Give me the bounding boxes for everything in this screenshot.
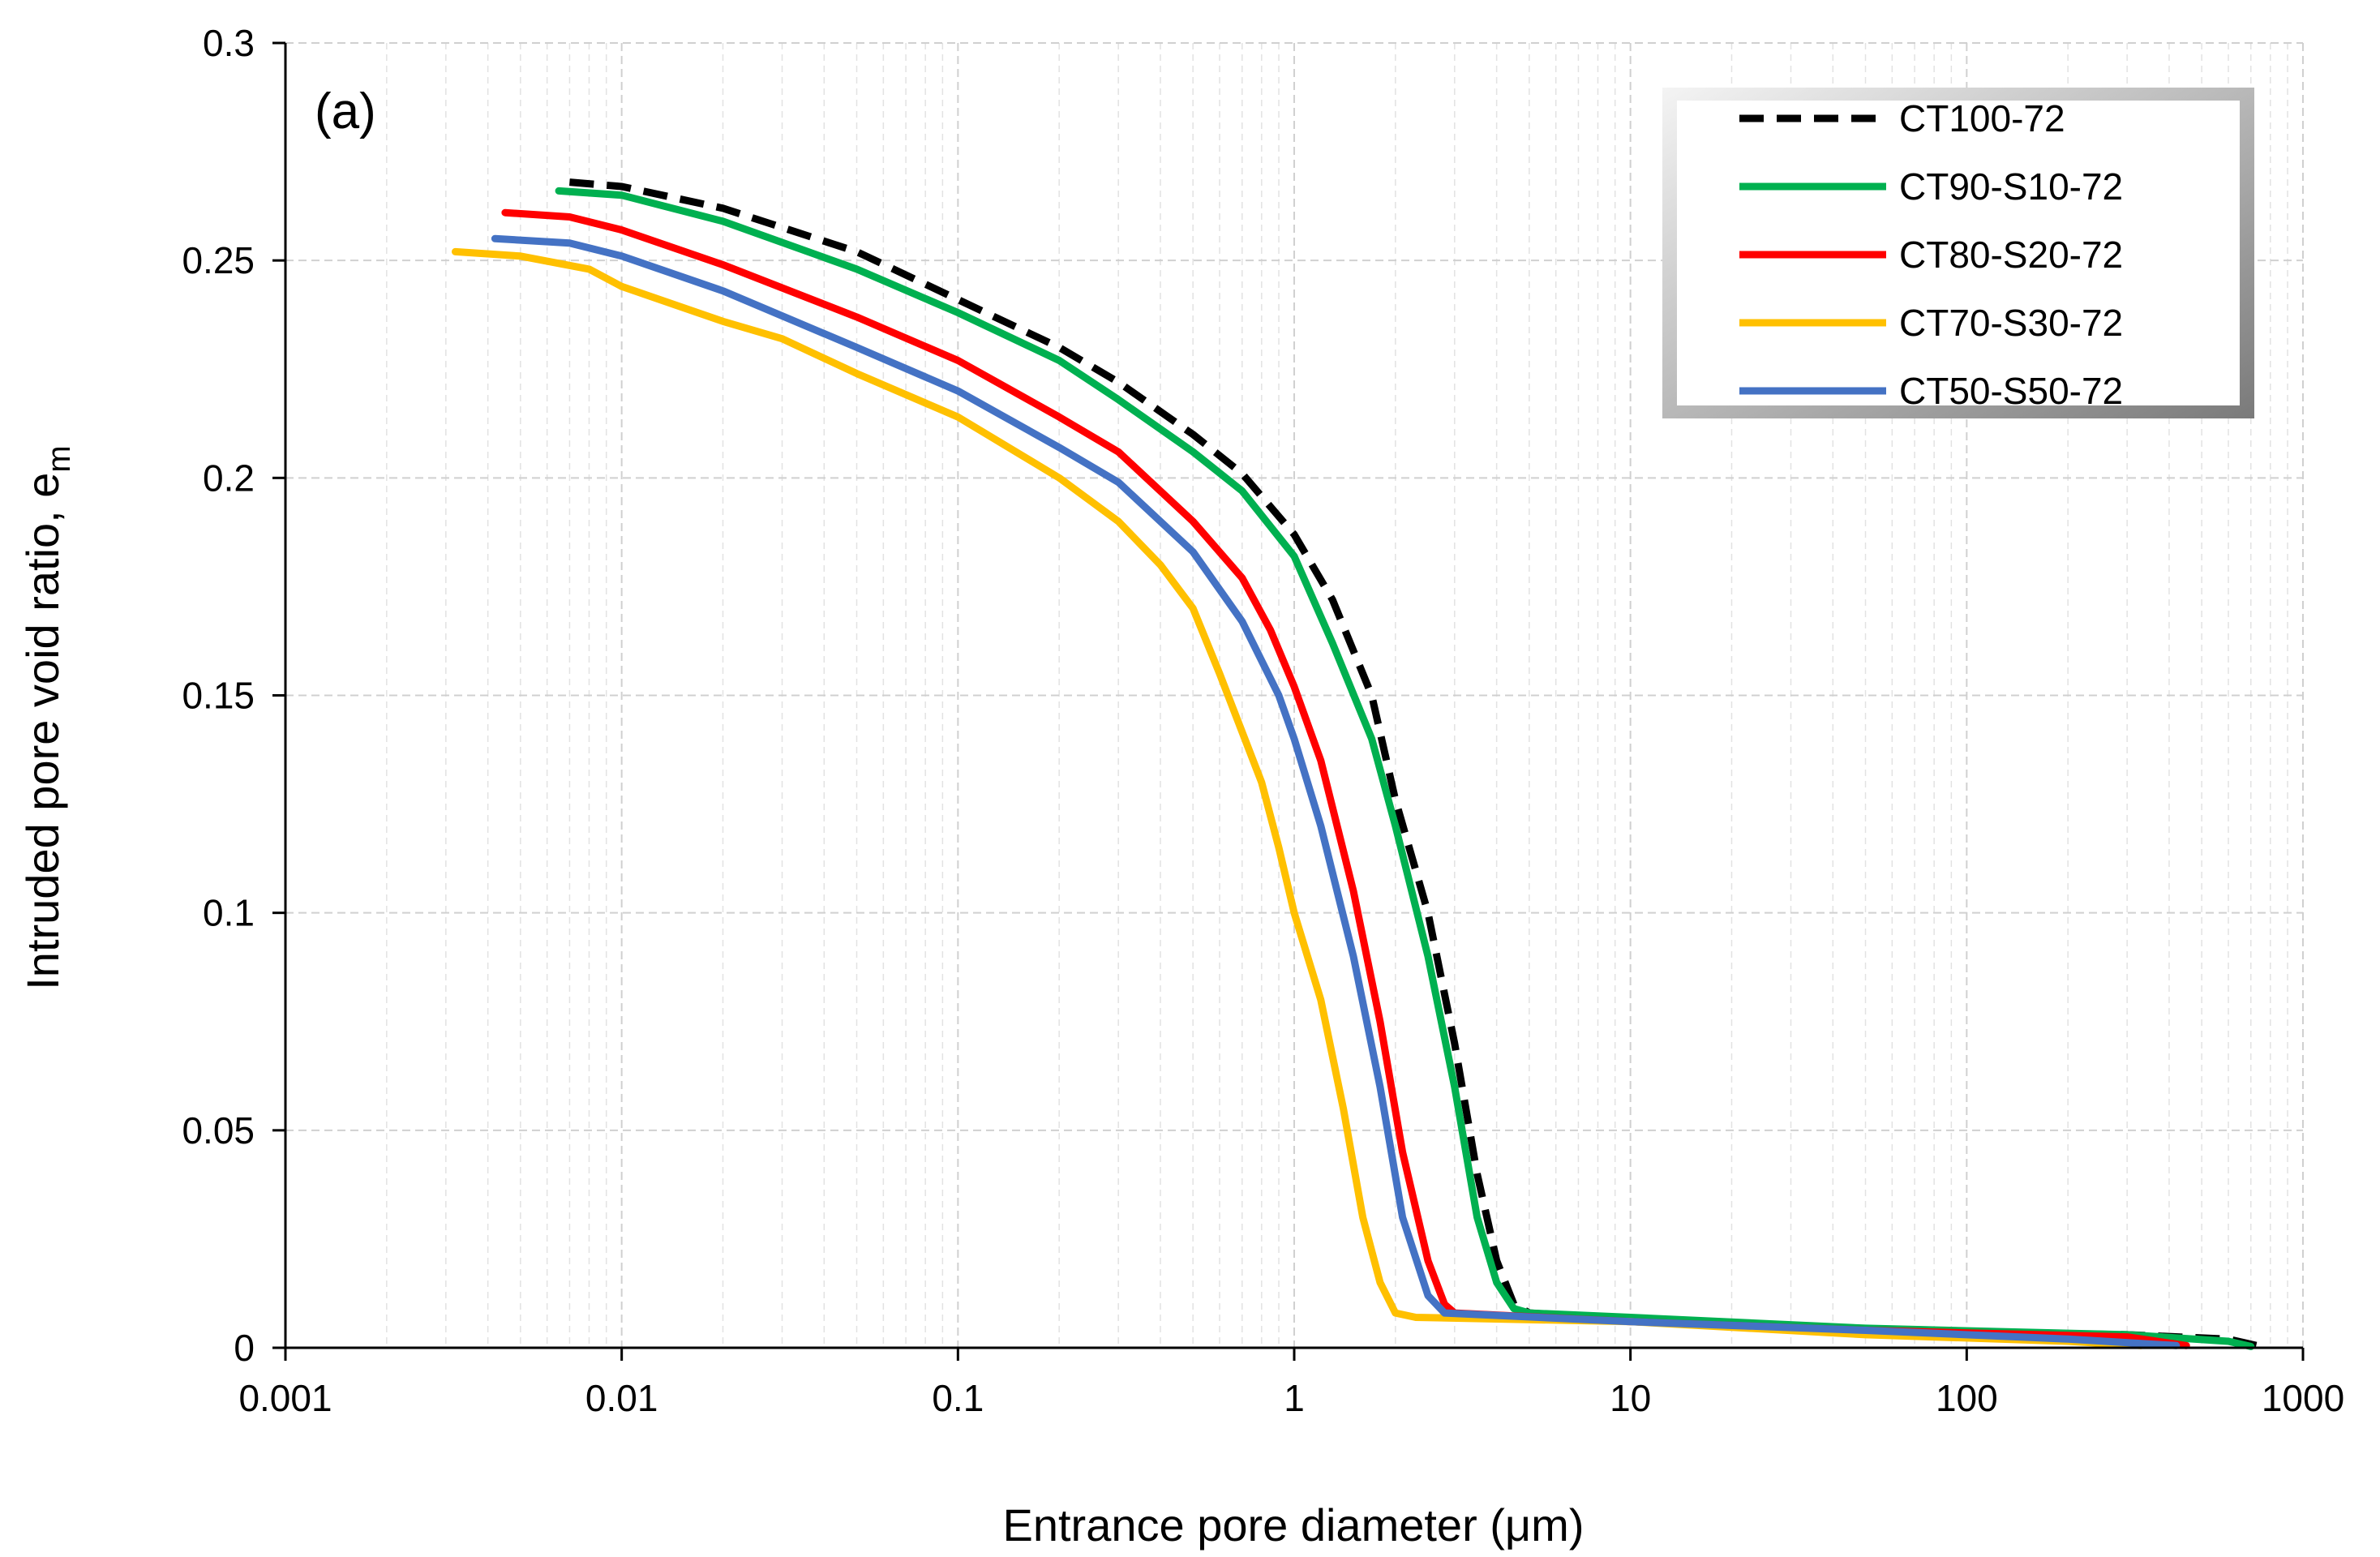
- y-tick-label: 0: [234, 1327, 255, 1369]
- x-tick-label: 1: [1284, 1377, 1305, 1419]
- series-line-CT90-S10-72: [555, 187, 2255, 1350]
- legend-label-CT50-S50-72: CT50-S50-72: [1899, 370, 2123, 412]
- y-tick-label: 0.25: [182, 239, 255, 281]
- legend-label-CT70-S30-72: CT70-S30-72: [1899, 302, 2123, 344]
- series-layer: [452, 178, 2262, 1350]
- series-line-CT100-72: [569, 178, 2262, 1350]
- y-tick-label: 0.3: [203, 22, 255, 64]
- y-axis-title: Intruded pore void ratio, em: [17, 445, 77, 990]
- y-tick-label: 0.2: [203, 457, 255, 499]
- x-tick-label: 10: [1610, 1377, 1651, 1419]
- y-tick-label: 0.15: [182, 675, 255, 717]
- x-tick-label: 100: [1936, 1377, 1998, 1419]
- legend: CT100-72 CT90-S10-72 CT80-S20-72 CT70-S30-7…: [1662, 88, 2254, 418]
- panel-label: (a): [315, 84, 376, 139]
- x-tick-label: 0.01: [585, 1377, 658, 1419]
- x-tick-label: 0.001: [238, 1377, 332, 1419]
- y-tick-label: 0.05: [182, 1109, 255, 1152]
- series-line-CT50-S50-72: [491, 234, 2181, 1349]
- tick-labels: 0.001 0.01 0.1 1 10 100 1000 0 0.05 0.1 0.15 0.2 0.2…: [182, 22, 2344, 1419]
- legend-label-CT90-S10-72: CT90-S10-72: [1899, 165, 2123, 208]
- series-line-CT70-S30-72: [452, 247, 2145, 1349]
- x-tick-label: 1000: [2262, 1377, 2344, 1419]
- y-axis-title-subscript: m: [41, 445, 77, 472]
- y-tick-label: 0.1: [203, 892, 255, 934]
- y-axis-title-main: Intruded pore void ratio, e: [17, 473, 68, 990]
- legend-label-CT100-72: CT100-72: [1899, 97, 2065, 139]
- x-axis-title: Entrance pore diameter (μm): [1003, 1499, 1585, 1551]
- x-tick-label: 0.1: [932, 1377, 984, 1419]
- legend-items: CT100-72 CT90-S10-72 CT80-S20-72 CT70-S30-7…: [1739, 97, 2123, 412]
- legend-label-CT80-S20-72: CT80-S20-72: [1899, 234, 2123, 276]
- axes: [272, 41, 2305, 1361]
